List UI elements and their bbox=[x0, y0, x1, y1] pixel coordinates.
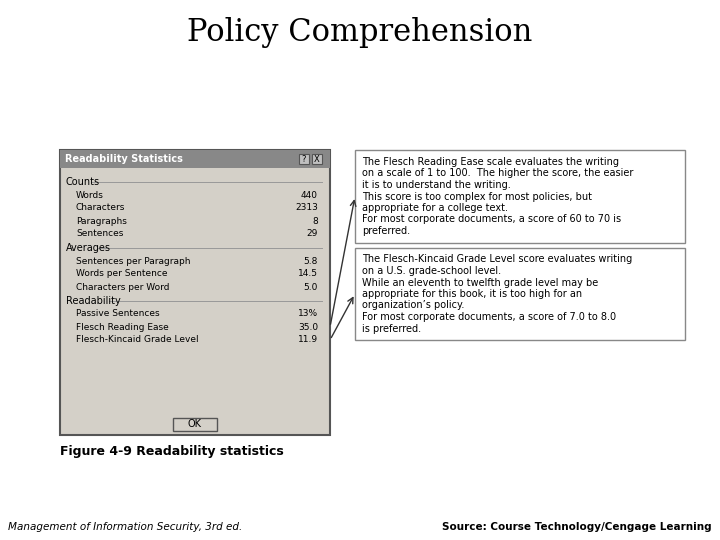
Text: on a U.S. grade-school level.: on a U.S. grade-school level. bbox=[362, 266, 501, 276]
Text: organization’s policy.: organization’s policy. bbox=[362, 300, 464, 310]
Text: Words: Words bbox=[76, 191, 104, 199]
Text: 5.8: 5.8 bbox=[304, 256, 318, 266]
Text: This score is too complex for most policies, but: This score is too complex for most polic… bbox=[362, 192, 592, 201]
Text: For most corporate documents, a score of 7.0 to 8.0: For most corporate documents, a score of… bbox=[362, 312, 616, 322]
Text: Source: Course Technology/Cengage Learning: Source: Course Technology/Cengage Learni… bbox=[442, 522, 712, 532]
Text: Figure 4-9 Readability statistics: Figure 4-9 Readability statistics bbox=[60, 444, 284, 457]
FancyBboxPatch shape bbox=[355, 247, 685, 340]
Text: it is to understand the writing.: it is to understand the writing. bbox=[362, 180, 510, 190]
Text: 35.0: 35.0 bbox=[298, 322, 318, 332]
Text: 5.0: 5.0 bbox=[304, 282, 318, 292]
Text: Readability: Readability bbox=[66, 296, 121, 306]
Text: on a scale of 1 to 100.  The higher the score, the easier: on a scale of 1 to 100. The higher the s… bbox=[362, 168, 634, 179]
Text: The Flesch-Kincaid Grade Level score evaluates writing: The Flesch-Kincaid Grade Level score eva… bbox=[362, 254, 632, 265]
Text: Passive Sentences: Passive Sentences bbox=[76, 309, 160, 319]
Text: preferred.: preferred. bbox=[362, 226, 410, 236]
Text: 13%: 13% bbox=[298, 309, 318, 319]
Text: is preferred.: is preferred. bbox=[362, 323, 421, 334]
Text: The Flesch Reading Ease scale evaluates the writing: The Flesch Reading Ease scale evaluates … bbox=[362, 157, 619, 167]
FancyBboxPatch shape bbox=[299, 154, 309, 164]
Text: Sentences: Sentences bbox=[76, 230, 123, 239]
Text: For most corporate documents, a score of 60 to 70 is: For most corporate documents, a score of… bbox=[362, 214, 621, 225]
Text: X: X bbox=[314, 154, 320, 164]
Text: Flesch-Kincaid Grade Level: Flesch-Kincaid Grade Level bbox=[76, 335, 199, 345]
Text: Characters per Word: Characters per Word bbox=[76, 282, 169, 292]
Text: Averages: Averages bbox=[66, 243, 111, 253]
Text: Words per Sentence: Words per Sentence bbox=[76, 269, 168, 279]
Text: OK: OK bbox=[188, 419, 202, 429]
Text: 2313: 2313 bbox=[295, 204, 318, 213]
Text: appropriate for this book, it is too high for an: appropriate for this book, it is too hig… bbox=[362, 289, 582, 299]
FancyBboxPatch shape bbox=[60, 150, 330, 435]
Text: While an eleventh to twelfth grade level may be: While an eleventh to twelfth grade level… bbox=[362, 278, 598, 287]
Text: 8: 8 bbox=[312, 217, 318, 226]
Text: Paragraphs: Paragraphs bbox=[76, 217, 127, 226]
Text: Management of Information Security, 3rd ed.: Management of Information Security, 3rd … bbox=[8, 522, 242, 532]
Text: Readability Statistics: Readability Statistics bbox=[65, 154, 183, 164]
Text: 14.5: 14.5 bbox=[298, 269, 318, 279]
Text: 11.9: 11.9 bbox=[298, 335, 318, 345]
Text: 440: 440 bbox=[301, 191, 318, 199]
Text: Flesch Reading Ease: Flesch Reading Ease bbox=[76, 322, 168, 332]
Text: 29: 29 bbox=[307, 230, 318, 239]
Text: Characters: Characters bbox=[76, 204, 125, 213]
FancyBboxPatch shape bbox=[355, 150, 685, 242]
FancyBboxPatch shape bbox=[60, 150, 330, 168]
Text: Sentences per Paragraph: Sentences per Paragraph bbox=[76, 256, 191, 266]
FancyBboxPatch shape bbox=[173, 418, 217, 431]
Text: Policy Comprehension: Policy Comprehension bbox=[187, 17, 533, 48]
Text: appropriate for a college text.: appropriate for a college text. bbox=[362, 203, 508, 213]
Text: ?: ? bbox=[302, 154, 306, 164]
FancyBboxPatch shape bbox=[312, 154, 322, 164]
Text: Counts: Counts bbox=[66, 177, 100, 187]
